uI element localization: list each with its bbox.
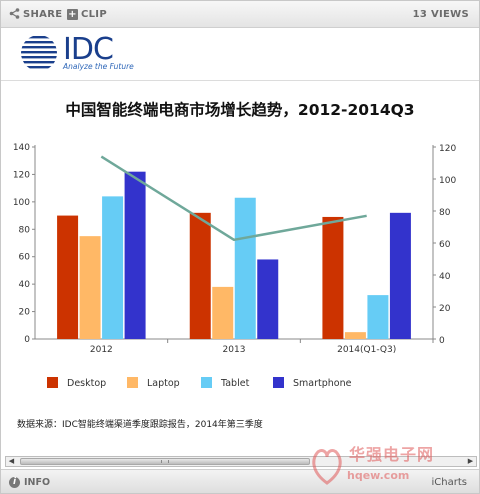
bar-laptop-2 — [344, 332, 366, 339]
icharts-brand[interactable]: iCharts — [431, 476, 467, 488]
clip-button[interactable]: + CLIP — [67, 1, 107, 28]
legend-label-tablet: Tablet — [220, 378, 250, 389]
left-tick-label: 120 — [13, 170, 30, 180]
logo-band: IDC Analyze the Future — [1, 28, 479, 81]
legend-label-smartphone: Smartphone — [293, 378, 352, 389]
scroll-thumb[interactable] — [20, 458, 310, 465]
top-toolbar: SHARE + CLIP 13 VIEWS — [1, 1, 479, 28]
clip-label: CLIP — [81, 9, 107, 20]
legend-swatch-laptop — [127, 377, 138, 388]
source-note: 数据来源：IDC智能终端渠道季度跟踪报告，2014年第三季度 — [17, 420, 263, 430]
bar-tablet-0 — [102, 196, 124, 339]
grip-icon — [161, 460, 169, 463]
globe-icon — [21, 36, 57, 69]
right-tick-label: 20 — [439, 304, 451, 314]
legend-label-desktop: Desktop — [67, 378, 106, 389]
view-count: 13 VIEWS — [412, 9, 469, 20]
bar-tablet-2 — [367, 295, 389, 339]
left-tick-label: 40 — [19, 280, 31, 290]
left-tick-label: 20 — [19, 308, 31, 318]
left-tick-label: 100 — [13, 198, 30, 208]
bar-desktop-0 — [57, 215, 79, 339]
idc-logo-text: IDC — [63, 32, 114, 67]
legend-swatch-smartphone — [273, 377, 284, 388]
x-tick-label: 2013 — [223, 345, 246, 355]
scroll-right-icon[interactable]: ▶ — [467, 457, 474, 465]
plus-icon: + — [67, 9, 78, 20]
legend-label-laptop: Laptop — [147, 378, 180, 389]
right-tick-label: 60 — [439, 240, 451, 250]
x-tick-label: 2014(Q1-Q3) — [337, 345, 396, 355]
bar-tablet-1 — [234, 197, 256, 339]
bar-laptop-0 — [79, 236, 101, 339]
scroll-left-icon[interactable]: ◀ — [8, 457, 15, 465]
info-label: INFO — [24, 476, 51, 488]
bar-desktop-2 — [322, 216, 344, 339]
share-label: SHARE — [23, 9, 63, 20]
horizontal-scrollbar[interactable]: ◀ ▶ — [5, 456, 477, 467]
bar-laptop-1 — [212, 286, 234, 339]
right-tick-label: 120 — [439, 144, 456, 154]
watermark-logo-icon — [312, 448, 342, 485]
bar-smartphone-1 — [257, 259, 279, 339]
chart-canvas: 0 20 40 60 80 100 120 140 0 20 40 60 80 100 120 2012 201… — [13, 143, 457, 389]
right-tick-label: 100 — [439, 176, 456, 186]
left-tick-label: 60 — [19, 253, 31, 263]
right-tick-label: 40 — [439, 272, 451, 282]
share-button[interactable]: SHARE — [9, 1, 62, 28]
bar-smartphone-2 — [389, 212, 411, 339]
logo-tagline: Analyze the Future — [63, 62, 134, 71]
watermark-url: hqew.com — [347, 469, 410, 482]
legend-swatch-tablet — [201, 377, 212, 388]
chart-title: 中国智能终端电商市场增长趋势，2012-2014Q3 — [65, 101, 415, 119]
right-tick-label: 80 — [439, 208, 451, 218]
share-icon — [9, 7, 20, 22]
left-tick-label: 0 — [24, 335, 30, 345]
bar-desktop-1 — [189, 212, 211, 339]
left-tick-label: 140 — [13, 143, 30, 153]
watermark: 华强电子网 hqew.com — [307, 441, 477, 491]
left-tick-label: 80 — [19, 225, 31, 235]
bar-smartphone-0 — [124, 171, 146, 339]
info-button[interactable]: i INFO — [9, 470, 50, 494]
right-tick-label: 0 — [439, 336, 445, 346]
info-icon: i — [9, 476, 20, 488]
bottom-toolbar: i INFO iCharts — [1, 469, 479, 493]
legend-swatch-desktop — [47, 377, 58, 388]
x-tick-label: 2012 — [90, 345, 113, 355]
trend-line — [100, 155, 367, 242]
watermark-text: 华强电子网 — [349, 445, 435, 464]
